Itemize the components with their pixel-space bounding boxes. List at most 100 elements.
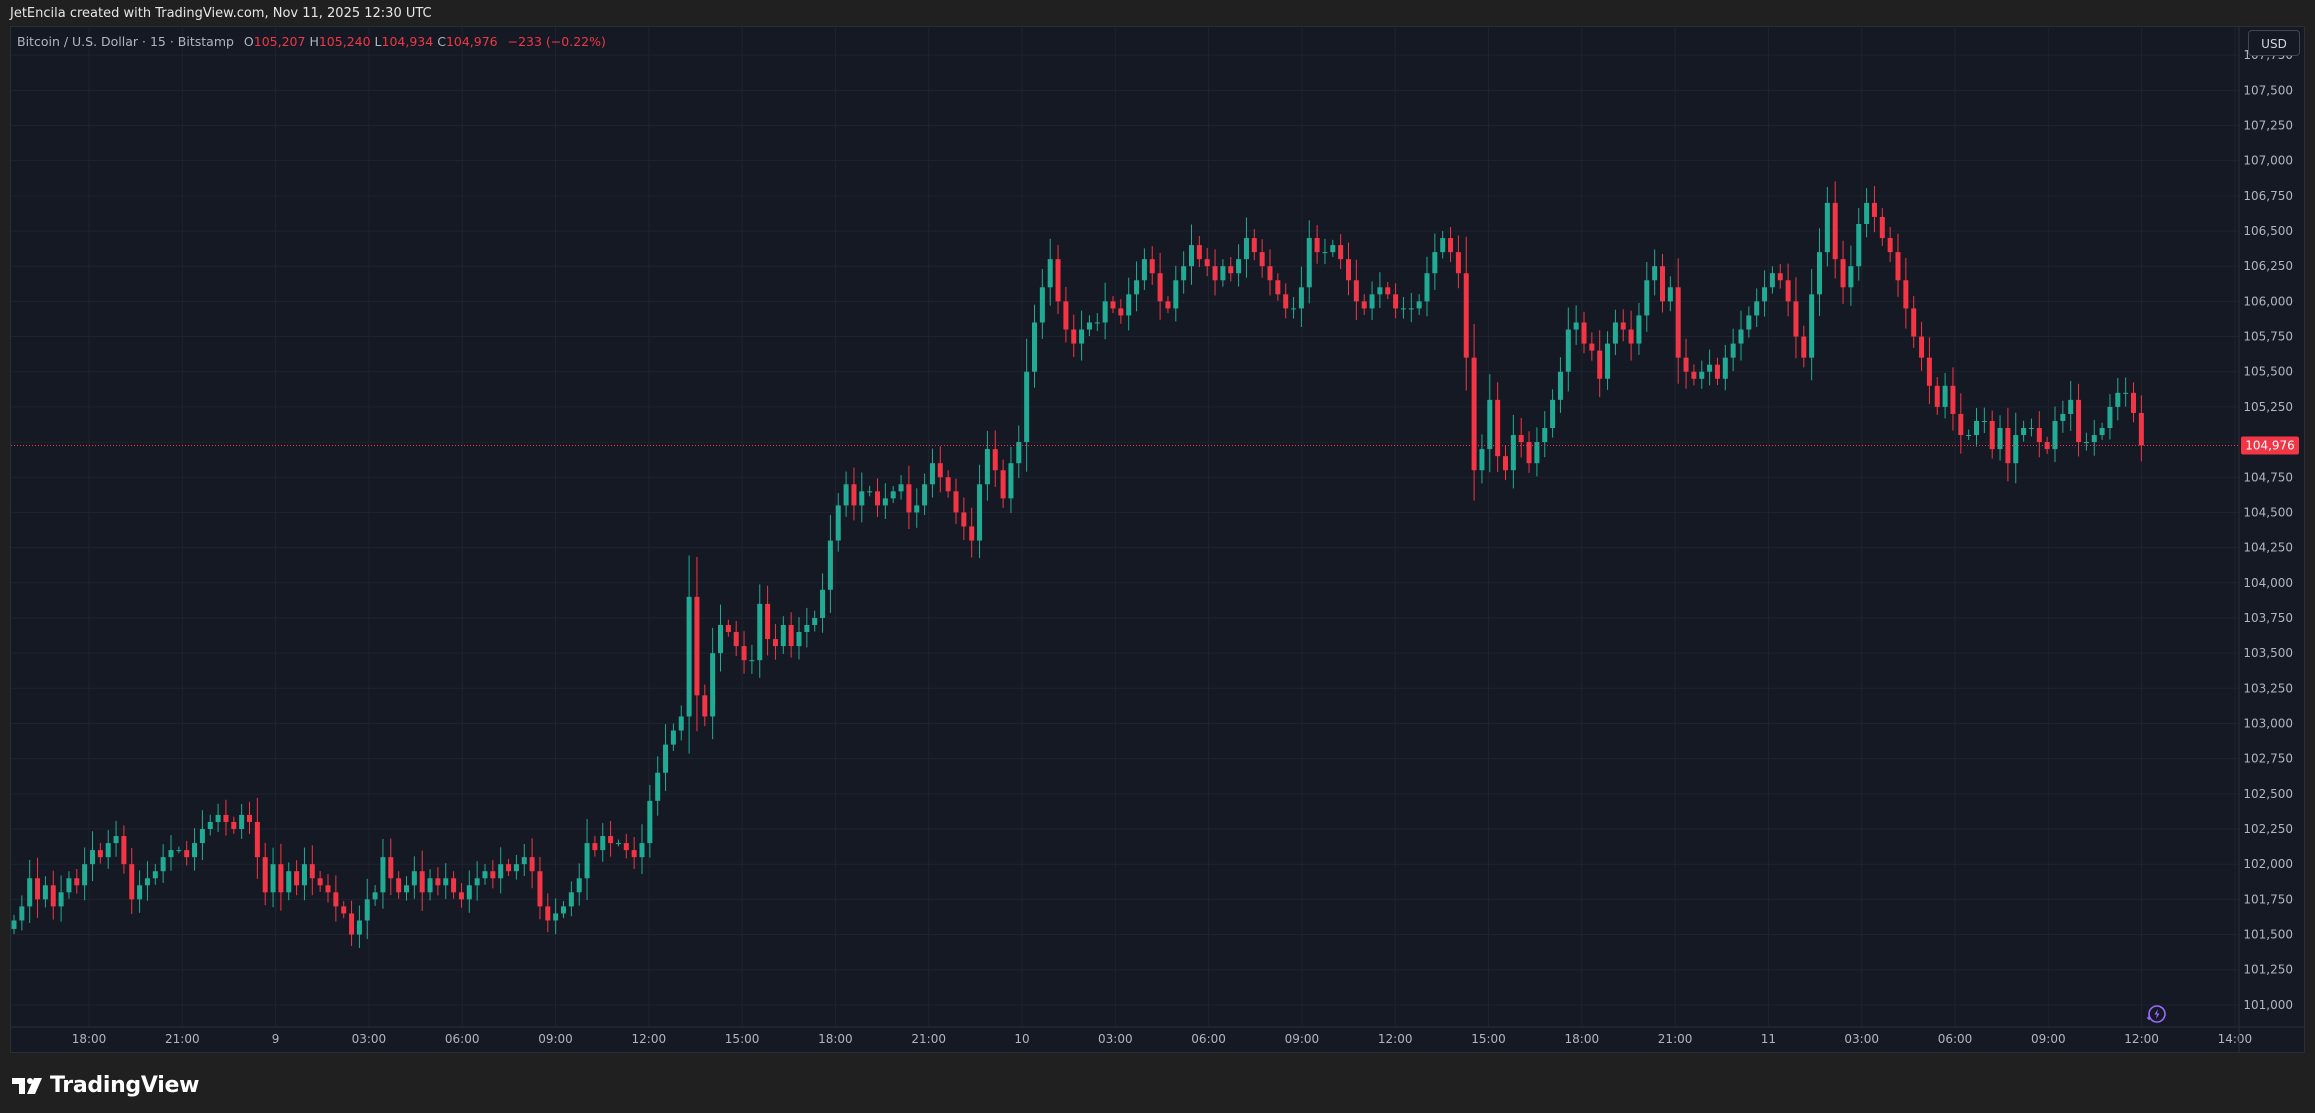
candle-body[interactable]	[1683, 357, 1689, 372]
candle-body[interactable]	[1259, 252, 1265, 267]
candle-body[interactable]	[498, 864, 504, 879]
candle-body[interactable]	[184, 850, 190, 858]
candle-body[interactable]	[820, 589, 826, 618]
candle-body[interactable]	[317, 878, 323, 886]
candle-body[interactable]	[1824, 202, 1830, 253]
candle-body[interactable]	[1000, 470, 1006, 499]
candle-body[interactable]	[1589, 343, 1595, 351]
candle-body[interactable]	[1212, 266, 1218, 281]
candle-body[interactable]	[2013, 435, 2019, 464]
candle-body[interactable]	[1440, 238, 1446, 253]
candle-body[interactable]	[898, 484, 904, 492]
candle-body[interactable]	[341, 906, 347, 914]
candle-body[interactable]	[929, 463, 935, 485]
candle-body[interactable]	[1958, 413, 1964, 436]
candle-body[interactable]	[1707, 364, 1713, 372]
candle-body[interactable]	[1495, 399, 1501, 457]
candle-body[interactable]	[223, 814, 229, 822]
candle-body[interactable]	[1487, 399, 1493, 450]
candle-body[interactable]	[66, 878, 72, 893]
candle-body[interactable]	[647, 800, 653, 844]
candle-body[interactable]	[1361, 301, 1367, 309]
candle-body[interactable]	[58, 892, 64, 907]
candle-body[interactable]	[1699, 371, 1705, 379]
candle-body[interactable]	[1243, 238, 1249, 260]
candle-body[interactable]	[1785, 280, 1791, 302]
candle-body[interactable]	[1369, 294, 1375, 309]
candle-body[interactable]	[741, 646, 747, 661]
candle-body[interactable]	[961, 512, 967, 527]
candle-body[interactable]	[2036, 428, 2042, 443]
candle-body[interactable]	[294, 871, 300, 886]
candle-body[interactable]	[1840, 259, 1846, 288]
candle-body[interactable]	[427, 878, 433, 893]
candle-body[interactable]	[725, 624, 731, 633]
candle-body[interactable]	[506, 864, 512, 872]
candle-body[interactable]	[568, 892, 574, 907]
candle-body[interactable]	[2138, 412, 2144, 446]
candle-body[interactable]	[1997, 428, 2003, 450]
candle-body[interactable]	[600, 836, 606, 851]
candle-body[interactable]	[349, 913, 355, 935]
candle-body[interactable]	[458, 892, 464, 900]
candle-body[interactable]	[301, 864, 307, 886]
candle-body[interactable]	[529, 857, 535, 872]
candle-body[interactable]	[851, 484, 857, 506]
candle-body[interactable]	[875, 491, 880, 506]
candle-body[interactable]	[882, 498, 888, 506]
candle-body[interactable]	[1612, 322, 1618, 344]
candle-body[interactable]	[890, 491, 896, 499]
candle-body[interactable]	[74, 878, 80, 886]
candle-body[interactable]	[2028, 428, 2034, 430]
candle-body[interactable]	[765, 603, 771, 640]
candle-body[interactable]	[1408, 308, 1414, 310]
candle-body[interactable]	[631, 850, 637, 858]
candle-body[interactable]	[215, 814, 221, 822]
candle-body[interactable]	[1157, 273, 1163, 302]
candle-body[interactable]	[1322, 252, 1328, 254]
candle-body[interactable]	[160, 857, 166, 872]
candle-body[interactable]	[2005, 428, 2011, 464]
candle-body[interactable]	[121, 836, 127, 865]
candle-body[interactable]	[1079, 329, 1085, 344]
candle-body[interactable]	[1950, 385, 1956, 414]
candle-body[interactable]	[333, 892, 339, 907]
candle-body[interactable]	[1809, 294, 1815, 358]
candle-body[interactable]	[584, 843, 590, 879]
candle-body[interactable]	[2123, 392, 2129, 394]
candle-body[interactable]	[1432, 252, 1438, 274]
candle-body[interactable]	[1236, 259, 1242, 274]
candle-body[interactable]	[137, 885, 143, 900]
candle-body[interactable]	[207, 821, 213, 830]
candle-body[interactable]	[513, 864, 519, 872]
candle-body[interactable]	[945, 477, 951, 492]
candle-body[interactable]	[1448, 238, 1454, 253]
candle-body[interactable]	[254, 821, 260, 858]
candle-body[interactable]	[859, 491, 865, 506]
candle-body[interactable]	[545, 906, 551, 921]
candle-body[interactable]	[2052, 420, 2058, 450]
candle-body[interactable]	[694, 596, 700, 696]
candle-body[interactable]	[623, 843, 629, 851]
candle-body[interactable]	[270, 864, 276, 893]
candle-body[interactable]	[1196, 245, 1202, 260]
candle-body[interactable]	[1353, 280, 1359, 302]
candle-body[interactable]	[553, 913, 559, 921]
candle-body[interactable]	[1306, 238, 1312, 288]
candle-body[interactable]	[796, 632, 802, 647]
candle-body[interactable]	[1110, 301, 1116, 309]
candle-body[interactable]	[388, 857, 394, 879]
candle-body[interactable]	[1503, 456, 1508, 471]
candle-body[interactable]	[1463, 273, 1469, 358]
candle-body[interactable]	[1424, 273, 1430, 302]
candle-body[interactable]	[239, 814, 245, 830]
candle-body[interactable]	[1762, 287, 1768, 302]
candle-body[interactable]	[356, 920, 362, 935]
brand-logo[interactable]: TradingView	[12, 1073, 199, 1098]
candle-body[interactable]	[97, 850, 103, 858]
candle-body[interactable]	[1942, 385, 1948, 407]
candle-body[interactable]	[11, 920, 17, 929]
candle-body[interactable]	[247, 814, 252, 822]
candle-body[interactable]	[1628, 329, 1634, 344]
candle-body[interactable]	[804, 624, 810, 633]
